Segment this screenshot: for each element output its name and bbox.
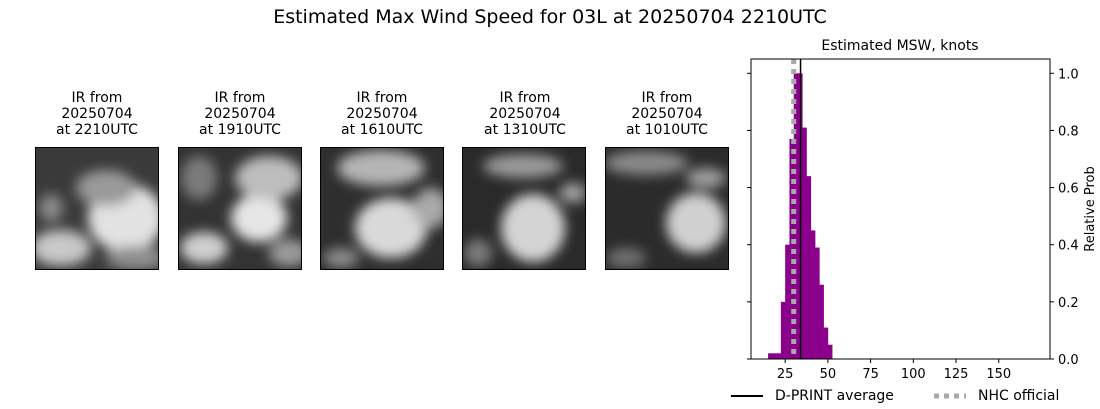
y-tick-label: 1.0 bbox=[1058, 67, 1079, 82]
axes-frame bbox=[750, 58, 1051, 360]
histogram-bar bbox=[802, 127, 807, 359]
histogram-bar bbox=[776, 353, 782, 359]
y-tick-label: 0.2 bbox=[1058, 296, 1079, 311]
y-tick-label: 0.4 bbox=[1058, 239, 1079, 254]
x-tick-label: 25 bbox=[777, 367, 794, 382]
ir-caption-line: IR from bbox=[71, 90, 123, 106]
ir-caption-time: at 2210UTC bbox=[56, 122, 138, 138]
figure-title: Estimated Max Wind Speed for 03L at 2025… bbox=[273, 6, 827, 28]
ir-caption-line: IR from bbox=[356, 90, 408, 106]
ir-caption-time: at 1610UTC bbox=[341, 122, 423, 138]
ir-caption-time: at 1910UTC bbox=[199, 122, 281, 138]
legend-dotted-line-icon bbox=[934, 393, 966, 399]
histogram-bar bbox=[823, 327, 829, 359]
x-tick-label: 75 bbox=[862, 367, 879, 382]
ir-caption-line: IR from bbox=[499, 90, 551, 106]
ir-caption-time: at 1010UTC bbox=[626, 122, 708, 138]
x-tick-label: 100 bbox=[901, 367, 926, 382]
chart-title: Estimated MSW, knots bbox=[821, 38, 978, 54]
chart-legend: D-PRINT average NHC official bbox=[726, 386, 1086, 408]
histogram-bar bbox=[785, 244, 790, 359]
ir-satellite-image bbox=[320, 147, 444, 270]
ir-caption-line: IR from bbox=[214, 90, 266, 106]
histogram-bar bbox=[780, 301, 786, 359]
ir-satellite-image bbox=[35, 147, 159, 270]
x-tick-label: 150 bbox=[986, 367, 1011, 382]
ir-caption-date: 20250704 bbox=[489, 106, 561, 122]
histogram-bar bbox=[806, 176, 812, 359]
legend-label: NHC official bbox=[978, 388, 1060, 404]
x-tick-label: 50 bbox=[820, 367, 837, 382]
ir-caption: IR from 20250704 at 1010UTC bbox=[597, 90, 737, 138]
ir-caption-date: 20250704 bbox=[631, 106, 703, 122]
legend-item-nhc: NHC official bbox=[934, 386, 1059, 406]
histogram-bar bbox=[819, 284, 824, 359]
legend-item-dprint: D-PRINT average bbox=[731, 386, 894, 406]
ir-caption: IR from 20250704 at 2210UTC bbox=[27, 90, 167, 138]
ir-caption-date: 20250704 bbox=[346, 106, 418, 122]
ir-satellite-image bbox=[605, 147, 729, 270]
histogram-bar bbox=[815, 247, 820, 359]
ir-satellite-image bbox=[178, 147, 302, 270]
legend-solid-line-icon bbox=[731, 395, 763, 397]
ir-caption-date: 20250704 bbox=[204, 106, 276, 122]
x-tick-label: 125 bbox=[944, 367, 969, 382]
histogram-bar bbox=[772, 353, 777, 359]
ir-caption-line: IR from bbox=[641, 90, 693, 106]
y-tick-label: 0.0 bbox=[1058, 353, 1079, 368]
ir-caption: IR from 20250704 at 1910UTC bbox=[170, 90, 310, 138]
ir-satellite-image bbox=[462, 147, 586, 270]
ir-caption-time: at 1310UTC bbox=[484, 122, 566, 138]
ir-caption-date: 20250704 bbox=[61, 106, 133, 122]
histogram-bar bbox=[793, 73, 799, 360]
histogram-bar bbox=[827, 344, 833, 359]
y-tick-label: 0.6 bbox=[1058, 182, 1079, 197]
ir-caption: IR from 20250704 at 1310UTC bbox=[455, 90, 595, 138]
legend-label: D-PRINT average bbox=[775, 388, 894, 404]
histogram-bar bbox=[768, 353, 773, 359]
ir-caption: IR from 20250704 at 1610UTC bbox=[312, 90, 452, 138]
histogram-bar bbox=[810, 230, 816, 359]
y-tick-label: 0.8 bbox=[1058, 124, 1079, 139]
y-axis-label: Relative Prob bbox=[1083, 166, 1098, 251]
